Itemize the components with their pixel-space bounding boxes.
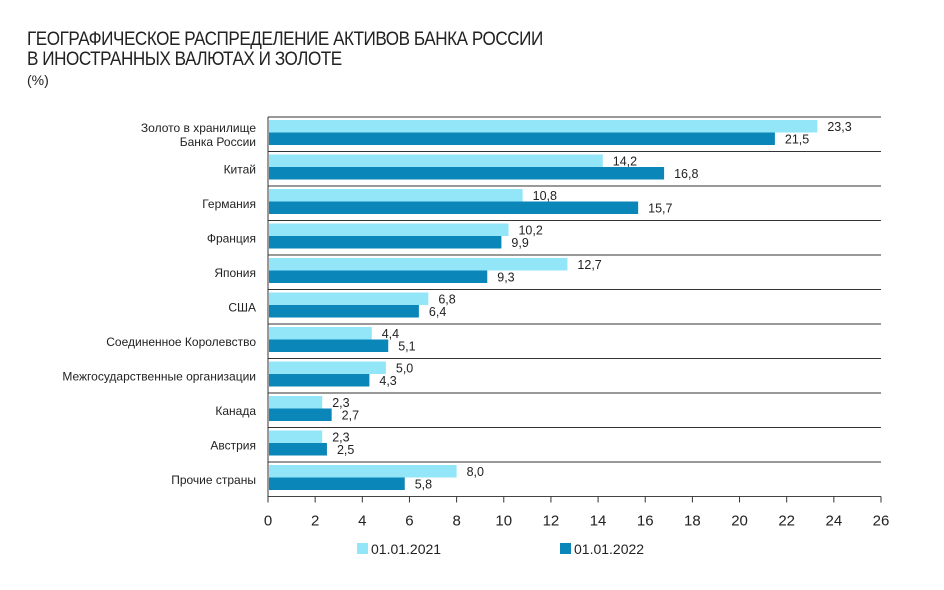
x-tick-label: 26 <box>873 513 890 530</box>
x-tick-label: 16 <box>637 513 654 530</box>
bar-01.01.2021 <box>269 327 372 340</box>
x-tick-label: 10 <box>495 513 512 530</box>
data-label: 12,7 <box>577 258 601 272</box>
bar-01.01.2022 <box>269 201 639 214</box>
chart-title: ГЕОГРАФИЧЕСКОЕ РАСПРЕДЕЛЕНИЕ АКТИВОВ БАН… <box>27 30 543 70</box>
legend-label: 01.01.2021 <box>371 541 441 557</box>
x-tick-label: 12 <box>543 513 560 530</box>
x-tick-label: 6 <box>405 513 413 530</box>
bar-01.01.2021 <box>269 258 568 271</box>
bar-01.01.2022 <box>269 167 665 180</box>
bar-01.01.2021 <box>269 361 386 374</box>
chart-unit: (%) <box>27 72 49 88</box>
bar-01.01.2022 <box>269 408 332 421</box>
category-label: Прочие страны <box>171 473 256 487</box>
category-label: Австрия <box>210 438 256 452</box>
data-label: 4,3 <box>379 374 396 388</box>
bar-01.01.2022 <box>269 374 370 387</box>
bar-01.01.2021 <box>269 396 323 409</box>
bar-01.01.2022 <box>269 132 775 145</box>
bar-01.01.2022 <box>269 477 405 490</box>
data-label: 6,8 <box>438 293 455 307</box>
category-label: Япония <box>214 266 256 280</box>
data-label: 15,7 <box>648 202 672 216</box>
chart-title-line1: ГЕОГРАФИЧЕСКОЕ РАСПРЕДЕЛЕНИЕ АКТИВОВ БАН… <box>27 29 543 50</box>
data-label: 8,0 <box>467 465 484 479</box>
bar-01.01.2021 <box>269 430 323 443</box>
category-label: Банка России <box>180 135 256 149</box>
x-tick-label: 14 <box>590 513 607 530</box>
bar-01.01.2021 <box>269 154 603 167</box>
legend-swatch <box>357 543 368 554</box>
x-tick-label: 22 <box>778 513 795 530</box>
data-label: 14,2 <box>613 155 637 169</box>
bar-01.01.2022 <box>269 270 488 283</box>
bar-01.01.2021 <box>269 292 429 305</box>
data-label: 2,5 <box>337 443 354 457</box>
legend-swatch <box>560 543 571 554</box>
x-tick-label: 2 <box>311 513 319 530</box>
data-label: 16,8 <box>674 167 698 181</box>
data-label: 2,3 <box>332 431 349 445</box>
x-tick-label: 4 <box>358 513 366 530</box>
bar-01.01.2021 <box>269 223 509 236</box>
bar-01.01.2021 <box>269 120 818 133</box>
bar-01.01.2022 <box>269 339 389 352</box>
bar-01.01.2021 <box>269 189 523 202</box>
x-tick-label: 20 <box>731 513 748 530</box>
category-label: Китай <box>224 162 256 176</box>
bar-01.01.2021 <box>269 465 457 478</box>
category-label: США <box>228 300 256 314</box>
data-label: 2,3 <box>332 396 349 410</box>
data-label: 5,0 <box>396 362 413 376</box>
category-label: Германия <box>202 197 256 211</box>
bar-01.01.2022 <box>269 305 419 318</box>
category-label: Соединенное Королевство <box>106 335 256 349</box>
legend-label: 01.01.2022 <box>574 541 644 557</box>
x-tick-label: 18 <box>684 513 701 530</box>
data-label: 23,3 <box>827 120 851 134</box>
data-label: 9,9 <box>511 236 528 250</box>
category-label: Межгосударственные организации <box>62 369 256 383</box>
data-label: 21,5 <box>785 133 809 147</box>
category-label: Золото в хранилище <box>141 121 256 135</box>
data-label: 4,4 <box>382 327 399 341</box>
data-label: 6,4 <box>429 305 446 319</box>
data-label: 5,1 <box>398 340 415 354</box>
bar-01.01.2022 <box>269 443 327 456</box>
data-label: 10,2 <box>518 224 542 238</box>
chart-title-line2: В ИНОСТРАННЫХ ВАЛЮТАХ И ЗОЛОТЕ <box>27 49 342 70</box>
data-label: 2,7 <box>342 409 359 423</box>
category-label: Франция <box>207 231 256 245</box>
x-tick-label: 8 <box>452 513 460 530</box>
x-tick-label: 0 <box>264 513 272 530</box>
data-label: 5,8 <box>415 478 432 492</box>
x-tick-label: 24 <box>826 513 843 530</box>
category-label: Канада <box>215 404 256 418</box>
bar-01.01.2022 <box>269 236 502 249</box>
data-label: 10,8 <box>533 189 557 203</box>
data-label: 9,3 <box>497 271 514 285</box>
